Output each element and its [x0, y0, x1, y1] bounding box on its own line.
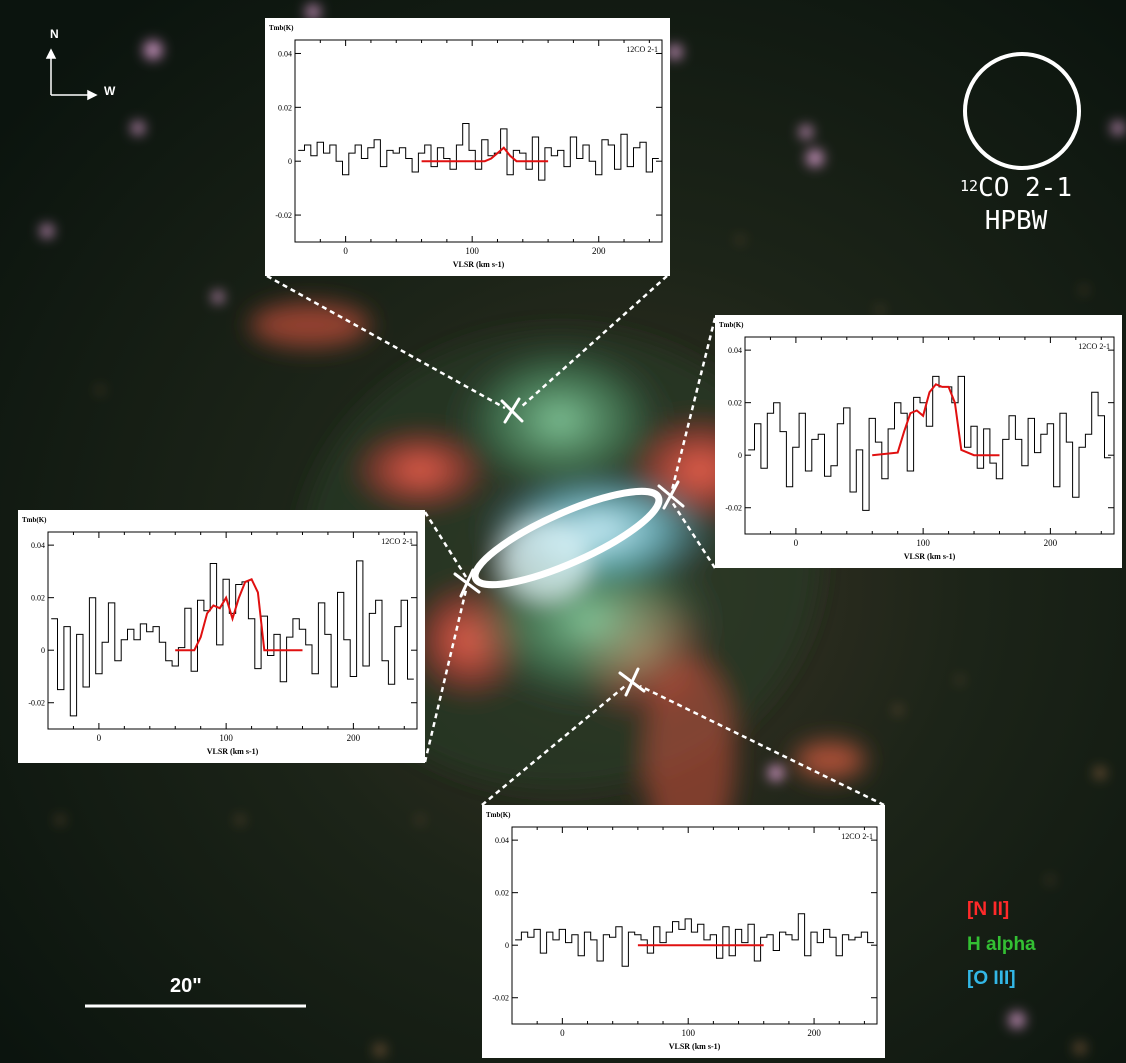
plot-frame	[294, 39, 663, 243]
spectrum-chart: 0 100 200 -0.02 0 0.02 0.04 Tmb(K) 12CO 2-1 VLSR …	[22, 516, 418, 756]
x-tick-label: 100	[465, 246, 479, 256]
y-tick-label: -0.02	[492, 994, 509, 1003]
spectrum-chart: 0 100 200 -0.02 0 0.02 0.04 Tmb(K) 12CO 2-1 VLSR …	[269, 24, 663, 269]
x-tick-label: 100	[681, 1028, 695, 1038]
co-ring-ellipse	[471, 487, 663, 589]
y-tick-label: 0.02	[278, 103, 292, 112]
x-tick-label: 0	[794, 538, 799, 548]
spectrum-chart: 0 100 200 -0.02 0 0.02 0.04 Tmb(K) 12CO 2-1 VLSR …	[486, 811, 878, 1051]
beam-hpbw: HPBW	[984, 206, 1048, 236]
x-axis-label: VLSR (km s-1)	[669, 1042, 721, 1051]
compass-north-label: N	[50, 27, 59, 41]
plot-frame	[511, 826, 878, 1025]
y-tick-label: 0.04	[495, 836, 509, 845]
filter-nii-label: [N II]	[967, 899, 1010, 920]
y-tick-label: 0	[738, 451, 742, 460]
spectrum-title: 12CO 2-1	[626, 45, 658, 54]
compass-west-label: W	[104, 84, 116, 98]
marker-south	[618, 667, 646, 697]
y-tick-label: 0.04	[31, 541, 45, 550]
plot-frame	[47, 531, 418, 730]
spectrum-panel-east: 0 100 200 -0.02 0 0.02 0.04 Tmb(K) 12CO 2-1 VLSR …	[715, 315, 1122, 568]
y-axis-label: Tmb(K)	[719, 321, 744, 329]
x-tick-label: 0	[343, 246, 348, 256]
background-stars	[38, 2, 1126, 1058]
connector-lines	[266, 274, 885, 807]
spectrum-chart: 0 100 200 -0.02 0 0.02 0.04 Tmb(K) 12CO 2-1 VLSR …	[719, 321, 1115, 561]
beam-molecule: CO 2-1	[978, 173, 1072, 203]
spectrum-title: 12CO 2-1	[841, 832, 873, 841]
spectrum-line	[51, 560, 414, 717]
spectrum-line	[298, 123, 659, 181]
fit-line	[175, 578, 303, 652]
filter-oiii-label: [O III]	[967, 968, 1016, 989]
y-axis-label: Tmb(K)	[269, 24, 294, 32]
y-tick-label: -0.02	[28, 699, 45, 708]
y-tick-label: 0.04	[728, 346, 742, 355]
x-tick-label: 200	[592, 246, 606, 256]
marker-west	[453, 568, 481, 598]
y-tick-label: 0	[288, 157, 292, 166]
y-tick-label: 0.02	[495, 889, 509, 898]
y-tick-label: 0.02	[31, 594, 45, 603]
spectrum-title: 12CO 2-1	[1078, 342, 1110, 351]
spectrum-line	[748, 375, 1111, 511]
fit-line	[421, 146, 549, 163]
marker-north	[500, 397, 524, 424]
x-tick-label: 100	[916, 538, 930, 548]
beam-isotope: 12	[960, 177, 979, 195]
x-tick-label: 200	[347, 733, 361, 743]
plot-frame	[744, 336, 1115, 535]
beam-circle-icon	[963, 52, 1081, 170]
x-tick-label: 100	[219, 733, 233, 743]
spectrum-line	[515, 913, 874, 967]
x-tick-label: 0	[97, 733, 102, 743]
y-tick-label: 0	[41, 646, 45, 655]
x-tick-label: 200	[807, 1028, 821, 1038]
y-axis-label: Tmb(K)	[22, 516, 47, 524]
spectrum-panel-west: 0 100 200 -0.02 0 0.02 0.04 Tmb(K) 12CO 2-1 VLSR …	[18, 510, 425, 763]
fit-line	[872, 383, 1000, 457]
y-tick-label: 0.02	[728, 399, 742, 408]
x-axis-label: VLSR (km s-1)	[904, 552, 956, 561]
y-tick-label: -0.02	[275, 211, 292, 220]
y-tick-label: 0	[505, 941, 509, 950]
spectrum-title: 12CO 2-1	[381, 537, 413, 546]
scale-bar-label: 20"	[170, 975, 202, 997]
y-tick-label: 0.04	[278, 49, 292, 58]
filter-halpha-label: H alpha	[967, 934, 1036, 955]
y-tick-label: -0.02	[725, 504, 742, 513]
x-tick-label: 200	[1044, 538, 1058, 548]
x-axis-label: VLSR (km s-1)	[453, 260, 505, 269]
spectrum-panel-south: 0 100 200 -0.02 0 0.02 0.04 Tmb(K) 12CO 2-1 VLSR …	[482, 805, 885, 1058]
beam-label: 12CO 2-1 HPBW	[928, 172, 1104, 238]
marker-east	[657, 480, 685, 510]
compass-arrows-icon	[45, 48, 98, 101]
spectrum-panel-north: 0 100 200 -0.02 0 0.02 0.04 Tmb(K) 12CO 2-1 VLSR …	[265, 18, 670, 276]
y-axis-label: Tmb(K)	[486, 811, 511, 819]
position-markers	[453, 397, 685, 697]
x-tick-label: 0	[560, 1028, 565, 1038]
x-axis-label: VLSR (km s-1)	[207, 747, 259, 756]
nebula-emission	[250, 303, 865, 860]
